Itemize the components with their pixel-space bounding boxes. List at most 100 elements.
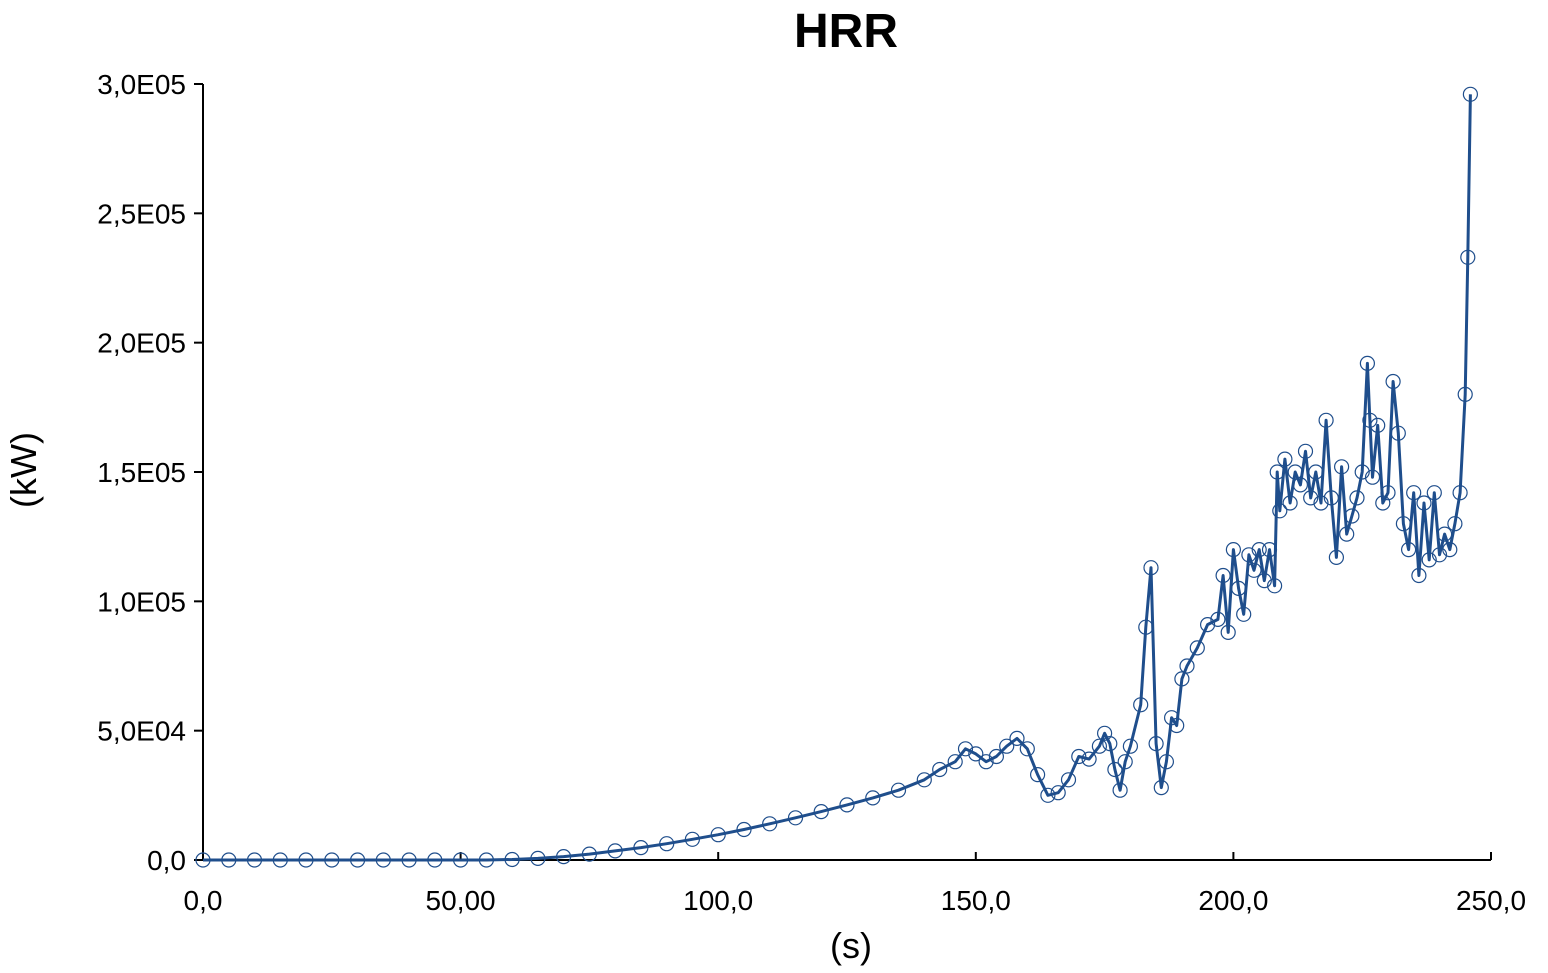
data-point bbox=[1303, 490, 1319, 506]
data-point bbox=[947, 754, 963, 770]
data-point bbox=[1241, 547, 1257, 563]
data-point bbox=[581, 846, 598, 862]
data-point bbox=[1370, 417, 1386, 433]
y-tick-label: 2,5E05 bbox=[97, 198, 186, 229]
data-point bbox=[1395, 516, 1412, 532]
data-point bbox=[1102, 735, 1118, 752]
data-point bbox=[1050, 785, 1066, 801]
x-axis-title: (s) bbox=[830, 925, 872, 966]
data-point bbox=[1246, 562, 1262, 578]
data-point bbox=[1406, 485, 1422, 501]
data-point bbox=[999, 738, 1015, 754]
data-point bbox=[272, 852, 288, 868]
data-point bbox=[633, 839, 649, 856]
data-point bbox=[1117, 754, 1133, 770]
data-point bbox=[988, 748, 1005, 765]
data-point bbox=[1269, 464, 1285, 480]
data-point bbox=[1256, 572, 1272, 589]
y-tick-label: 0,0 bbox=[147, 845, 186, 876]
data-point bbox=[427, 852, 443, 868]
x-tick-label: 50,00 bbox=[426, 885, 496, 916]
data-point bbox=[1122, 738, 1139, 754]
data-point bbox=[1133, 697, 1149, 713]
data-point bbox=[1333, 459, 1350, 475]
data-point bbox=[932, 761, 948, 778]
data-point bbox=[1380, 485, 1396, 501]
data-point bbox=[1292, 477, 1309, 493]
data-point bbox=[1153, 779, 1169, 796]
data-point bbox=[1400, 541, 1417, 558]
data-point bbox=[1457, 386, 1473, 402]
data-point bbox=[1460, 249, 1476, 265]
data-point bbox=[1040, 787, 1056, 803]
data-point bbox=[1163, 710, 1180, 726]
data-point bbox=[555, 848, 572, 865]
ticks-layer: 0,0 5,0E04 1,0E05 1,5E05 2,0E05 2,5E05 3,0E05 0… bbox=[97, 69, 1526, 916]
data-point bbox=[504, 851, 520, 868]
data-point bbox=[865, 790, 881, 806]
data-point bbox=[1091, 738, 1108, 754]
data-point bbox=[1421, 552, 1437, 568]
y-tick-label: 1,5E05 bbox=[97, 457, 186, 488]
data-point bbox=[1297, 443, 1314, 459]
data-point bbox=[1096, 725, 1113, 741]
x-tick-label: 150,0 bbox=[941, 885, 1011, 916]
data-point bbox=[1266, 578, 1283, 594]
data-point bbox=[1210, 611, 1226, 628]
y-tick-label: 1,0E05 bbox=[97, 586, 186, 617]
data-point bbox=[1272, 503, 1288, 519]
data-point bbox=[401, 852, 417, 868]
data-point bbox=[1189, 640, 1205, 656]
data-point bbox=[1436, 526, 1453, 542]
data-point bbox=[1447, 516, 1463, 532]
data-point bbox=[890, 782, 907, 798]
data-point bbox=[1287, 464, 1303, 480]
data-point bbox=[1431, 547, 1448, 563]
data-point bbox=[1138, 619, 1154, 635]
data-point bbox=[298, 852, 314, 868]
data-point bbox=[1411, 567, 1427, 584]
data-point bbox=[453, 852, 469, 868]
data-point bbox=[1143, 560, 1159, 576]
data-point bbox=[1251, 541, 1267, 558]
data-point bbox=[478, 852, 494, 868]
data-point bbox=[1019, 741, 1035, 757]
data-point bbox=[1230, 580, 1247, 597]
series-line bbox=[203, 94, 1472, 862]
x-tick-label: 250,0 bbox=[1456, 885, 1526, 916]
data-point bbox=[1364, 469, 1381, 485]
data-point bbox=[246, 852, 263, 868]
data-point bbox=[1452, 485, 1468, 501]
data-point bbox=[813, 803, 829, 820]
data-point bbox=[1308, 464, 1324, 480]
data-point bbox=[1385, 373, 1401, 390]
data-point bbox=[978, 754, 994, 770]
data-point bbox=[957, 741, 974, 757]
data-point bbox=[1220, 624, 1236, 641]
data-point bbox=[1148, 735, 1164, 752]
data-point bbox=[1344, 508, 1360, 524]
data-point bbox=[1071, 748, 1087, 765]
data-point bbox=[1009, 730, 1025, 747]
data-point bbox=[1318, 412, 1334, 428]
data-point bbox=[1313, 495, 1329, 511]
y-tick-label: 2,0E05 bbox=[97, 328, 186, 359]
data-point bbox=[1060, 772, 1077, 788]
data-point bbox=[195, 852, 211, 868]
data-point bbox=[1323, 490, 1339, 506]
data-point bbox=[1328, 549, 1345, 566]
data-point bbox=[710, 827, 726, 843]
data-point bbox=[1081, 751, 1097, 767]
data-point bbox=[1261, 541, 1278, 558]
data-point bbox=[1174, 671, 1190, 687]
x-tick-label: 100,0 bbox=[683, 885, 753, 916]
data-point bbox=[1107, 761, 1123, 778]
data-point bbox=[1282, 495, 1298, 511]
data-point bbox=[1029, 766, 1046, 783]
y-tick-label: 3,0E05 bbox=[97, 69, 186, 100]
data-point bbox=[1169, 717, 1185, 734]
data-point bbox=[659, 836, 675, 852]
data-point bbox=[1158, 754, 1175, 770]
data-point bbox=[607, 843, 623, 859]
